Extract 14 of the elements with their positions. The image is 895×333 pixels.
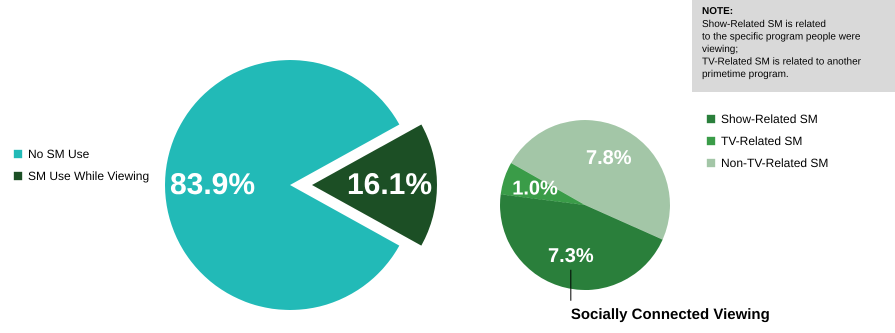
text: NOTE: Show-Related SM is related to the specific program people were viewing; TV-Related SM is related to another primetime program.	[702, 6, 862, 80]
legend-label: Non-TV-Related SM	[721, 156, 828, 170]
text: Socially Connected Viewing	[570, 306, 770, 323]
legend-label: TV-Related SM	[721, 134, 802, 148]
pie-slice	[500, 194, 663, 290]
data-label: 16.1%	[346, 168, 432, 202]
data-label: 7.3%	[548, 244, 594, 267]
data-label: 7.8%	[586, 146, 632, 169]
legend-label: SM Use While Viewing	[28, 169, 150, 183]
legend-label: No SM Use	[28, 147, 90, 161]
pie-slice	[511, 120, 670, 240]
data-label: 83.9%	[170, 168, 256, 201]
legend-label: Show-Related SM	[721, 112, 818, 126]
data-label: 1.0%	[512, 177, 558, 200]
